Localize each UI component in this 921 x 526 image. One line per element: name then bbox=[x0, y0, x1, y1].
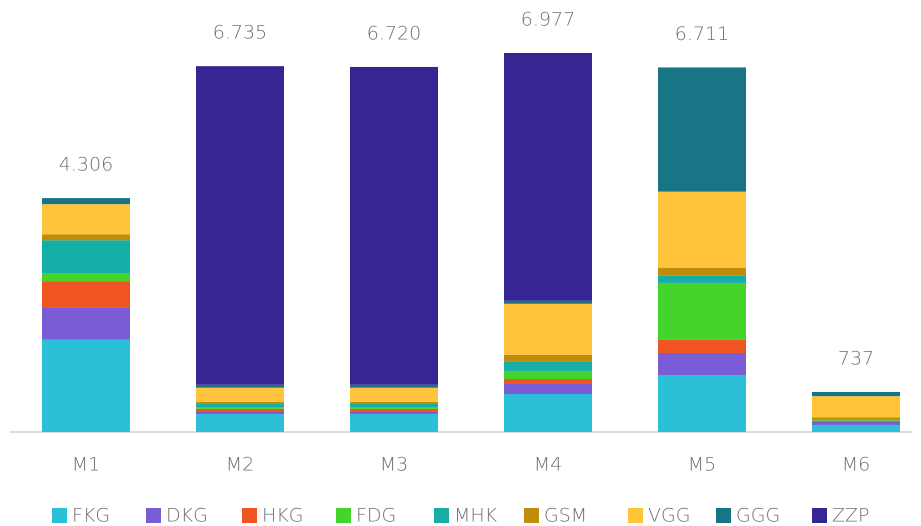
x-tick-label: M5 bbox=[688, 454, 716, 476]
bar-segment bbox=[504, 303, 592, 355]
bar-segment bbox=[350, 387, 438, 402]
bar-segment bbox=[658, 339, 746, 353]
legend-swatch bbox=[812, 508, 827, 523]
bar-segment bbox=[42, 339, 130, 432]
legend-swatch bbox=[524, 508, 539, 523]
bar-segment bbox=[812, 419, 900, 421]
total-label: 737 bbox=[838, 347, 874, 369]
total-label: 6.711 bbox=[675, 23, 729, 45]
bar-segment bbox=[350, 408, 438, 412]
bar-segment bbox=[196, 408, 284, 412]
x-tick-label: M2 bbox=[226, 454, 254, 476]
bar-segment bbox=[42, 281, 130, 308]
bar-segment bbox=[812, 421, 900, 425]
legend-label: GSM bbox=[544, 505, 587, 526]
legend-label: MHK bbox=[454, 505, 498, 526]
bar-segment bbox=[504, 354, 592, 362]
legend-swatch bbox=[336, 508, 351, 523]
legend-swatch bbox=[52, 508, 67, 523]
bar-segment bbox=[350, 66, 438, 385]
bar-segment bbox=[350, 407, 438, 409]
total-label: 6.720 bbox=[367, 22, 421, 44]
total-label: 4.306 bbox=[59, 154, 113, 176]
legend-label: VGG bbox=[648, 505, 690, 526]
legend-swatch bbox=[434, 508, 449, 523]
bar-segment bbox=[196, 404, 284, 408]
bar-segment bbox=[42, 240, 130, 274]
bar-segment bbox=[350, 411, 438, 415]
bar-segment bbox=[504, 300, 592, 304]
bar-segment bbox=[812, 396, 900, 418]
legend-label: FDG bbox=[356, 505, 396, 526]
x-tick-label: M3 bbox=[380, 454, 408, 476]
bar-segment bbox=[812, 420, 900, 422]
bar-segment bbox=[658, 191, 746, 268]
bar-segment bbox=[196, 411, 284, 415]
bar-segment bbox=[42, 204, 130, 235]
bar-segment bbox=[42, 307, 130, 340]
bar-segment bbox=[658, 275, 746, 283]
bar-segment bbox=[196, 407, 284, 409]
bar-segment bbox=[196, 401, 284, 405]
bar-segment bbox=[658, 352, 746, 375]
bar-segment bbox=[42, 234, 130, 241]
legend-swatch bbox=[146, 508, 161, 523]
bar-segment bbox=[658, 267, 746, 276]
bar-segment bbox=[658, 374, 746, 432]
bar-segment bbox=[504, 383, 592, 394]
x-tick-label: M4 bbox=[534, 454, 562, 476]
bar-segment bbox=[350, 401, 438, 405]
total-label: 6.977 bbox=[521, 9, 575, 31]
bar-segment bbox=[42, 198, 130, 205]
legend-label: DKG bbox=[166, 505, 208, 526]
legend-swatch bbox=[628, 508, 643, 523]
x-tick-label: M1 bbox=[72, 454, 100, 476]
bar-segment bbox=[812, 424, 900, 432]
bar-segment bbox=[196, 384, 284, 388]
x-tick-label: M6 bbox=[842, 454, 870, 476]
bar-segment bbox=[812, 420, 900, 421]
bar-segment bbox=[658, 282, 746, 340]
bar-segment bbox=[504, 361, 592, 371]
bar-segment bbox=[196, 414, 284, 432]
legend-label: ZZP bbox=[832, 505, 870, 526]
legend-label: GGG bbox=[736, 505, 780, 526]
legend-label: HKG bbox=[262, 505, 303, 526]
legend-label: FKG bbox=[72, 505, 110, 526]
bar-segment bbox=[504, 379, 592, 384]
bar-segment bbox=[812, 417, 900, 420]
bar-segment bbox=[504, 393, 592, 432]
bar-segment bbox=[350, 404, 438, 408]
bar-segment bbox=[42, 273, 130, 282]
legend-swatch bbox=[716, 508, 731, 523]
bar-segment bbox=[196, 387, 284, 402]
bar-segment bbox=[658, 67, 746, 192]
bar-segment bbox=[504, 53, 592, 301]
bar-segment bbox=[504, 370, 592, 380]
bar-segment bbox=[812, 391, 900, 397]
bar-segment bbox=[350, 384, 438, 388]
total-label: 6.735 bbox=[213, 22, 267, 44]
bar-segment bbox=[350, 414, 438, 432]
bar-segment bbox=[196, 66, 284, 385]
legend-swatch bbox=[242, 508, 257, 523]
